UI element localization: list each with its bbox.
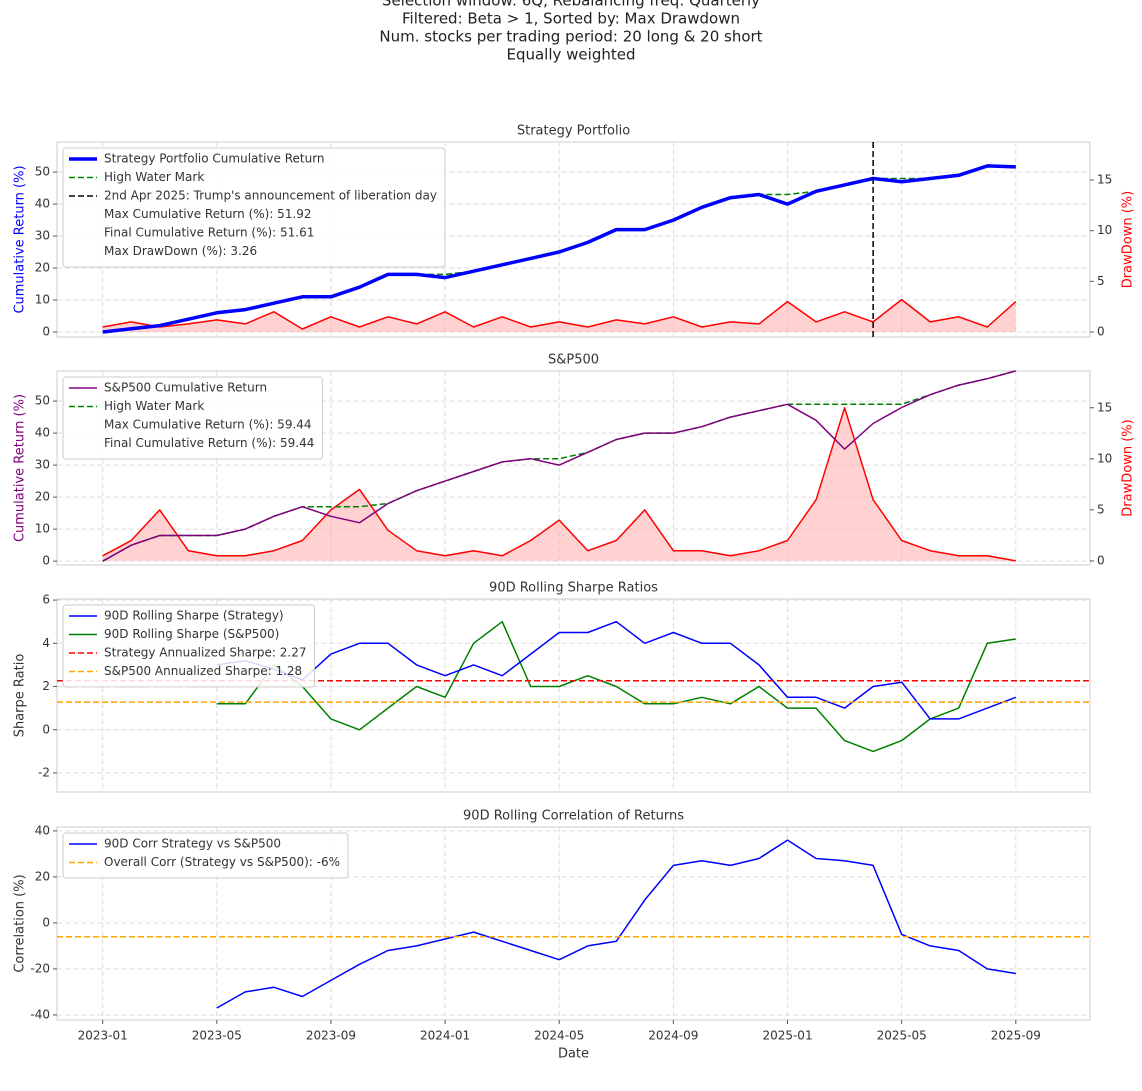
y2-tick-label: 0	[1097, 553, 1105, 567]
y-tick-label: -2	[38, 765, 50, 779]
series-line	[216, 839, 1016, 1009]
y-axis-label: Cumulative Return (%)	[13, 165, 28, 313]
legend-box	[62, 604, 315, 688]
x-tick-label: 2025-05	[877, 1029, 927, 1043]
x-tick-label: 2024-05	[534, 1029, 584, 1043]
y-tick-label: -20	[30, 961, 50, 975]
legend-label: High Water Mark	[104, 170, 204, 184]
y-tick-label: -40	[30, 1007, 50, 1021]
y-tick-label: 2	[42, 679, 50, 693]
panel-title: 90D Rolling Sharpe Ratios	[489, 581, 658, 596]
y2-tick-label: 10	[1097, 223, 1112, 237]
legend-label: 90D Rolling Sharpe (S&P500)	[104, 627, 279, 641]
y-tick-label: 30	[35, 458, 50, 472]
y2-tick-label: 5	[1097, 502, 1105, 516]
x-tick-label: 2023-09	[306, 1029, 356, 1043]
area	[102, 407, 1016, 561]
y-tick-label: 40	[35, 197, 50, 211]
legend-label: 90D Corr Strategy vs S&P500	[104, 837, 281, 851]
panel-title: S&P500	[548, 353, 599, 368]
series-line	[102, 298, 1017, 330]
y2-tick-label: 0	[1097, 325, 1105, 339]
area	[102, 299, 1016, 333]
y-tick-label: 20	[35, 261, 50, 275]
y-axis-label: Correlation (%)	[13, 874, 28, 972]
legend: 90D Corr Strategy vs S&P500 Overall Corr …	[62, 832, 349, 879]
series-line	[102, 370, 1016, 562]
legend-label: Max Cumulative Return (%): 59.44	[104, 418, 312, 432]
legend-label: Strategy Annualized Sharpe: 2.27	[104, 646, 306, 660]
y2-axis-label: DrawDown (%)	[1121, 419, 1136, 516]
x-axis-label: Date	[558, 1047, 589, 1062]
legend-label: S&P500 Cumulative Return	[104, 381, 267, 395]
y-tick-label: 50	[35, 394, 50, 408]
y-tick-label: 10	[35, 293, 50, 307]
y2-tick-label: 15	[1097, 173, 1112, 187]
legend-box	[62, 376, 323, 460]
legend-label: High Water Mark	[104, 399, 204, 413]
legend-box	[62, 147, 446, 268]
y2-tick-label: 10	[1097, 451, 1112, 465]
legend: Strategy Portfolio Cumulative Return High…	[62, 147, 446, 268]
y-tick-label: 20	[35, 869, 50, 883]
x-tick-label: 2024-09	[648, 1029, 698, 1043]
y-tick-label: 20	[35, 490, 50, 504]
legend-box	[62, 832, 349, 879]
y-tick-label: 0	[42, 554, 50, 568]
legend-label: 2nd Apr 2025: Trump's announcement of li…	[104, 189, 437, 203]
legend-label: Strategy Portfolio Cumulative Return	[104, 152, 325, 166]
y-tick-label: 0	[42, 915, 50, 929]
legend-label: 90D Rolling Sharpe (Strategy)	[104, 609, 284, 623]
suptitle-line: Selection window: 6Q, Rebalancing freq: …	[382, 0, 760, 10]
panel-title: Strategy Portfolio	[517, 124, 630, 139]
y-tick-label: 4	[42, 636, 50, 650]
y-tick-label: 50	[35, 165, 50, 179]
legend: S&P500 Cumulative Return High Water Mark M…	[62, 376, 323, 460]
y-tick-label: 40	[35, 426, 50, 440]
legend-label: Final Cumulative Return (%): 59.44	[104, 436, 314, 450]
x-tick-label: 2025-01	[762, 1029, 812, 1043]
y2-tick-label: 5	[1097, 274, 1105, 288]
legend-label: Max Cumulative Return (%): 51.92	[104, 207, 312, 221]
legend-label: Final Cumulative Return (%): 51.61	[104, 226, 314, 240]
legend-label: S&P500 Annualized Sharpe: 1.28	[104, 664, 302, 678]
legend-label: Overall Corr (Strategy vs S&P500): -6%	[104, 855, 340, 869]
suptitle-line: Filtered: Beta > 1, Sorted by: Max Drawd…	[402, 10, 740, 28]
series-line	[102, 164, 1016, 334]
y-tick-label: 0	[42, 325, 50, 339]
x-tick-label: 2023-01	[78, 1029, 128, 1043]
series-line	[102, 370, 1016, 562]
y-axis-label: Sharpe Ratio	[13, 654, 28, 738]
y-tick-label: 30	[35, 229, 50, 243]
y-tick-label: 0	[42, 722, 50, 736]
legend-label: Max DrawDown (%): 3.26	[104, 244, 257, 258]
suptitle-line: Equally weighted	[506, 46, 635, 64]
x-tick-label: 2025-09	[991, 1029, 1041, 1043]
series-line	[102, 407, 1016, 562]
x-tick-label: 2023-05	[192, 1029, 242, 1043]
x-tick-label: 2024-01	[420, 1029, 470, 1043]
y-axis-label: Cumulative Return (%)	[13, 394, 28, 542]
y-tick-label: 40	[35, 823, 50, 837]
suptitle-line: Num. stocks per trading period: 20 long …	[379, 28, 762, 46]
panel-title: 90D Rolling Correlation of Returns	[463, 809, 684, 824]
series-line	[216, 620, 1017, 720]
y2-axis-label: DrawDown (%)	[1121, 191, 1136, 288]
legend: 90D Rolling Sharpe (Strategy) 90D Rolling…	[62, 604, 315, 688]
y-tick-label: 10	[35, 522, 50, 536]
y-tick-label: 6	[42, 593, 50, 607]
series-line	[216, 620, 1016, 753]
y2-tick-label: 15	[1097, 400, 1112, 414]
